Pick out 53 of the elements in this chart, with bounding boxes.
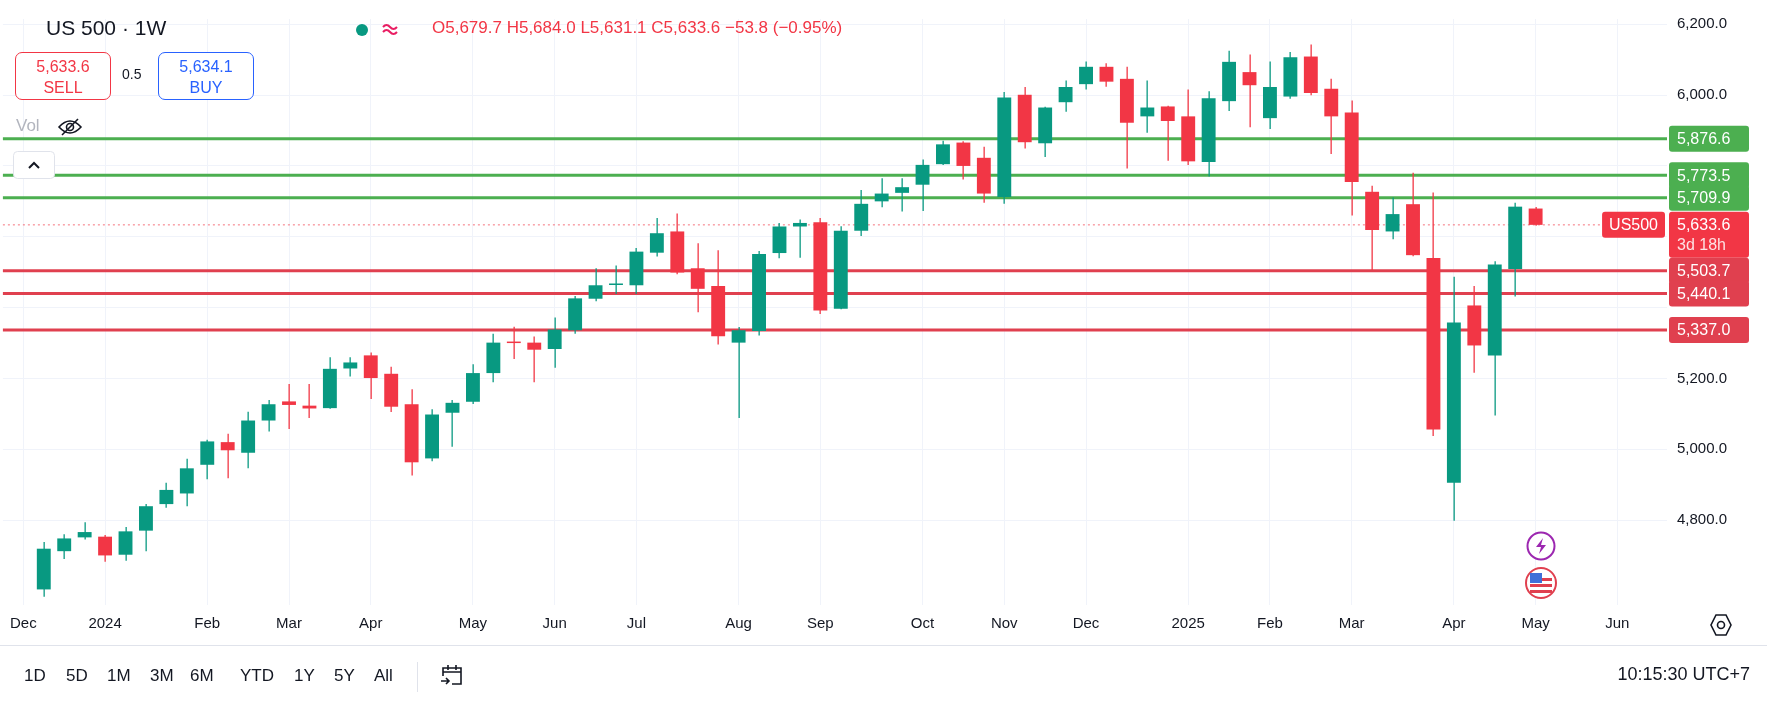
- ref-line-label: 5,440.1: [1677, 284, 1731, 302]
- x-tick-label: Dec: [1072, 614, 1100, 632]
- chart-subtitle: O5,679.7 H5,684.0 L5,631.1 C5,633.6 −53.8 (−0.95%): [432, 18, 843, 38]
- ref-line-label: 5,773.5: [1677, 166, 1731, 184]
- annotation: SELL: [42, 78, 84, 98]
- annotation: 5,633.6: [35, 57, 91, 77]
- y-tick-label: 6,000.0: [1677, 85, 1728, 103]
- y-tick-label: 5,000.0: [1677, 439, 1728, 457]
- x-tick-label: Mar: [276, 614, 302, 632]
- text: 5D: [66, 666, 88, 686]
- buy-button: 5,634.1 BUY: [158, 52, 254, 100]
- annotation: 5,634.1: [178, 57, 234, 77]
- x-tick-label: 2025: [1171, 614, 1205, 632]
- text: 1D: [24, 666, 46, 686]
- annotation: US500: [1609, 216, 1659, 234]
- x-tick-label: Apr: [359, 614, 383, 632]
- x-tick-label: Jun: [542, 614, 567, 632]
- text: 3M: [150, 666, 174, 686]
- annotation: 0.5: [122, 66, 142, 82]
- x-tick-label: Aug: [725, 614, 752, 632]
- x-tick-label: May: [458, 614, 488, 632]
- ref-line-label: 5,876.6: [1677, 130, 1731, 148]
- x-tick-label: 2024: [88, 614, 122, 632]
- annotation: Vol: [16, 116, 40, 136]
- y-tick-label: 4,800.0: [1677, 510, 1728, 528]
- chart-title: US 500 · 1W: [46, 16, 167, 40]
- text: 5Y: [334, 666, 355, 686]
- x-tick-label: Sep: [807, 614, 834, 632]
- x-tick-label: May: [1521, 614, 1551, 632]
- x-tick-label: Nov: [990, 614, 1019, 632]
- y-tick-label: 6,200.0: [1677, 14, 1728, 32]
- y-tick-label: 5,200.0: [1677, 368, 1728, 386]
- text: 1Y: [294, 666, 315, 686]
- ref-line-label: 5,709.9: [1677, 189, 1731, 207]
- text: 1M: [107, 666, 131, 686]
- text: 3d 18h: [1677, 236, 1726, 254]
- text: All: [374, 666, 393, 686]
- x-tick-label: Mar: [1338, 614, 1365, 632]
- ref-line-label: 5,337.0: [1677, 321, 1731, 339]
- x-tick-label: Feb: [194, 614, 221, 632]
- x-tick-label: Oct: [910, 614, 936, 632]
- x-tick-label: Dec: [9, 614, 38, 632]
- annotation: BUY: [188, 78, 224, 98]
- x-tick-label: Feb: [1257, 614, 1283, 632]
- x-tick-label: Apr: [1442, 614, 1466, 632]
- x-tick-label: Jun: [1605, 614, 1630, 632]
- sell-button: 5,633.6 SELL: [15, 52, 111, 100]
- text: 10:15:30 UTC+7: [1617, 664, 1750, 685]
- ref-line-label: 5,503.7: [1677, 262, 1731, 280]
- text: 6M: [190, 666, 214, 686]
- text: YTD: [240, 666, 274, 686]
- x-tick-label: Jul: [626, 614, 647, 632]
- ref-line-label: 5,633.6: [1677, 216, 1731, 234]
